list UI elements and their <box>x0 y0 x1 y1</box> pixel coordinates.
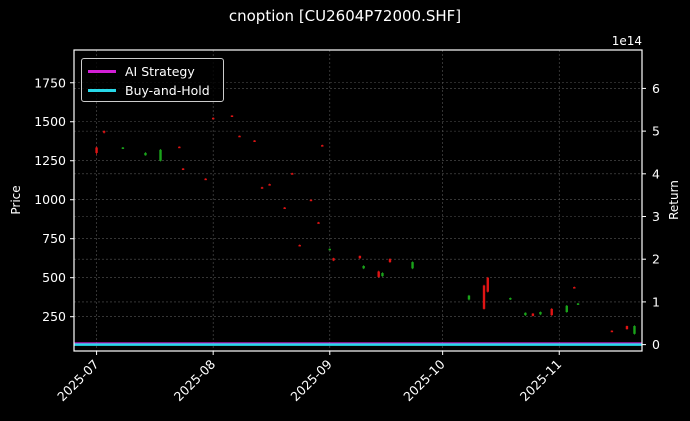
chart-title: cnoption [CU2604P72000.SHF] <box>228 7 462 25</box>
x-tick-label: 2025-11 <box>517 357 565 405</box>
candle-body <box>550 308 553 316</box>
y2-tick-label: 0 <box>652 337 660 352</box>
candle-body <box>328 248 331 251</box>
x-tick-label: 2025-10 <box>400 356 448 404</box>
legend: AI Strategy Buy-and-Hold <box>81 58 224 102</box>
x-tick-label: 2025-07 <box>54 357 102 405</box>
candle-body <box>362 266 365 269</box>
legend-swatch-buy-and-hold <box>88 88 116 92</box>
candle-body <box>509 297 512 300</box>
y-tick-label: 750 <box>42 231 66 246</box>
legend-swatch-ai-strategy <box>88 69 116 73</box>
candle-body <box>211 117 215 120</box>
y2-offset-text: 1e14 <box>611 34 642 48</box>
y-tick-label: 1000 <box>34 192 66 207</box>
candlesticks <box>95 115 636 335</box>
candle-body <box>565 305 568 313</box>
x-tick-label: 2025-09 <box>287 356 335 404</box>
candle-body <box>204 178 207 181</box>
candle-body <box>358 255 362 259</box>
x-tick-label: 2025-08 <box>171 356 219 404</box>
y-tick-label: 1500 <box>34 114 66 129</box>
y2-tick-label: 5 <box>652 124 660 139</box>
candle-body <box>260 187 264 189</box>
legend-label: Buy-and-Hold <box>125 82 210 98</box>
candle-body <box>159 149 162 161</box>
grid-left <box>74 82 642 317</box>
candle-body <box>253 140 256 142</box>
y2-tick-label: 1 <box>652 294 660 309</box>
candle-body <box>610 330 614 333</box>
candle-body <box>181 168 185 171</box>
candle-body <box>230 115 234 118</box>
candle-body <box>309 199 313 202</box>
candle-body <box>283 207 286 210</box>
y-tick-label: 1750 <box>34 75 66 90</box>
return-lines <box>74 342 642 346</box>
y-tick-label: 250 <box>42 309 66 324</box>
plot-frame <box>73 49 643 352</box>
candle-body <box>625 326 629 330</box>
y2-tick-label: 4 <box>652 166 660 181</box>
candle-body <box>576 303 580 305</box>
candle-body <box>539 312 542 315</box>
candle-body <box>121 147 125 149</box>
candle-body <box>95 147 98 153</box>
candle-body <box>573 287 576 289</box>
y-axis-label-price: Price <box>9 185 23 214</box>
y2-tick-label: 6 <box>652 81 660 96</box>
candle-body <box>317 222 320 224</box>
legend-label: AI Strategy <box>125 63 195 79</box>
y2-tick-label: 2 <box>652 252 660 267</box>
candle-body <box>178 146 181 149</box>
candle-body <box>482 285 486 309</box>
candle-body <box>524 312 527 316</box>
candle-body <box>486 277 489 292</box>
candle-body <box>531 313 535 316</box>
legend-item-buy-and-hold: Buy-and-Hold <box>88 81 210 99</box>
y2-axis-label-return: Return <box>667 180 681 220</box>
y2-tick-label: 3 <box>652 209 660 224</box>
candle-body <box>298 244 301 247</box>
candle-body <box>332 258 335 261</box>
candle-body <box>144 152 147 156</box>
grid-right <box>74 88 642 345</box>
candle-body <box>102 131 106 133</box>
candle-body <box>377 271 380 277</box>
candle-body <box>633 326 636 334</box>
candle-body <box>411 262 414 269</box>
axis-ticks: 250 500 750 1000 1250 1500 1750 0 1 2 3 4 5 6 2025-07 2… <box>34 75 660 404</box>
candle-body <box>388 258 392 263</box>
candle-body <box>467 295 471 300</box>
y-tick-label: 500 <box>42 270 66 285</box>
candle-body <box>290 173 294 175</box>
legend-item-ai-strategy: AI Strategy <box>88 62 195 80</box>
candle-body <box>321 145 324 147</box>
y-tick-label: 1250 <box>34 153 66 168</box>
candle-body <box>238 135 241 138</box>
candle-body <box>381 273 384 277</box>
candle-body <box>268 184 271 186</box>
